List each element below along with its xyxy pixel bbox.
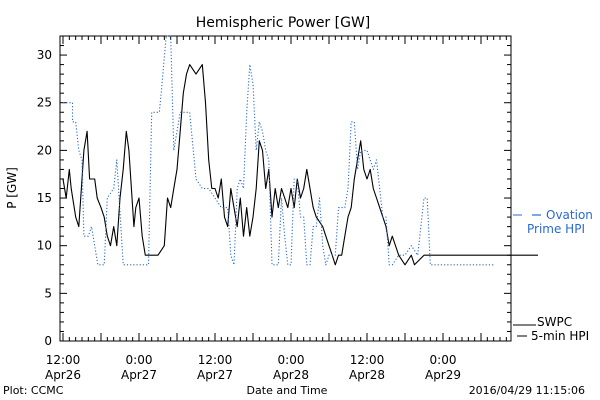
x-tick-label-time: 0:00 — [278, 353, 305, 367]
y-tick-label: 20 — [37, 143, 52, 157]
footer-plot-credit: Plot: CCMC — [3, 384, 64, 397]
legend-swpc: SWPC 5-min HPI — [513, 315, 589, 343]
series-layer — [62, 35, 538, 266]
x-tick-label-date: Apr26 — [45, 368, 81, 382]
series-ovation-line — [63, 35, 494, 266]
y-tick-label: 30 — [37, 48, 52, 62]
x-tick-label-time: 0:00 — [126, 353, 153, 367]
chart-title: Hemispheric Power [GW] — [196, 15, 371, 31]
series-swpc-line — [62, 64, 538, 266]
legend-swpc-line1: SWPC — [537, 315, 572, 329]
x-tick-label-time: 12:00 — [350, 353, 385, 367]
legend-swpc-line2: 5-min HPI — [531, 329, 589, 343]
y-axis: 0 5 10 15 20 25 30 — [37, 35, 511, 348]
x-tick-label-time: 12:00 — [46, 353, 81, 367]
y-tick-label: 5 — [44, 286, 52, 300]
x-tick-label-time: 12:00 — [198, 353, 233, 367]
y-tick-label: 25 — [37, 96, 52, 110]
y-tick-label: 15 — [37, 191, 52, 205]
y-tick-label: 10 — [37, 239, 52, 253]
x-tick-label-date: Apr28 — [273, 368, 309, 382]
x-axis: 12:00Apr260:00Apr2712:00Apr270:00Apr2812… — [45, 36, 507, 382]
x-tick-label-date: Apr27 — [121, 368, 157, 382]
legend-ovation-line2: Prime HPI — [527, 222, 585, 236]
legend-ovation-line1: Ovation — [546, 208, 593, 222]
plot-frame — [59, 35, 512, 342]
footer-timestamp: 2016/04/29 11:15:06 — [469, 384, 585, 397]
x-tick-label-date: Apr28 — [349, 368, 385, 382]
y-axis-label: P [GW] — [5, 167, 19, 209]
x-axis-label: Date and Time — [247, 384, 328, 397]
legend-ovation: Ovation Prime HPI — [513, 208, 593, 236]
x-tick-label-time: 0:00 — [430, 353, 457, 367]
y-tick-label: 0 — [44, 334, 52, 348]
x-tick-label-date: Apr29 — [425, 368, 461, 382]
x-tick-label-date: Apr27 — [197, 368, 233, 382]
